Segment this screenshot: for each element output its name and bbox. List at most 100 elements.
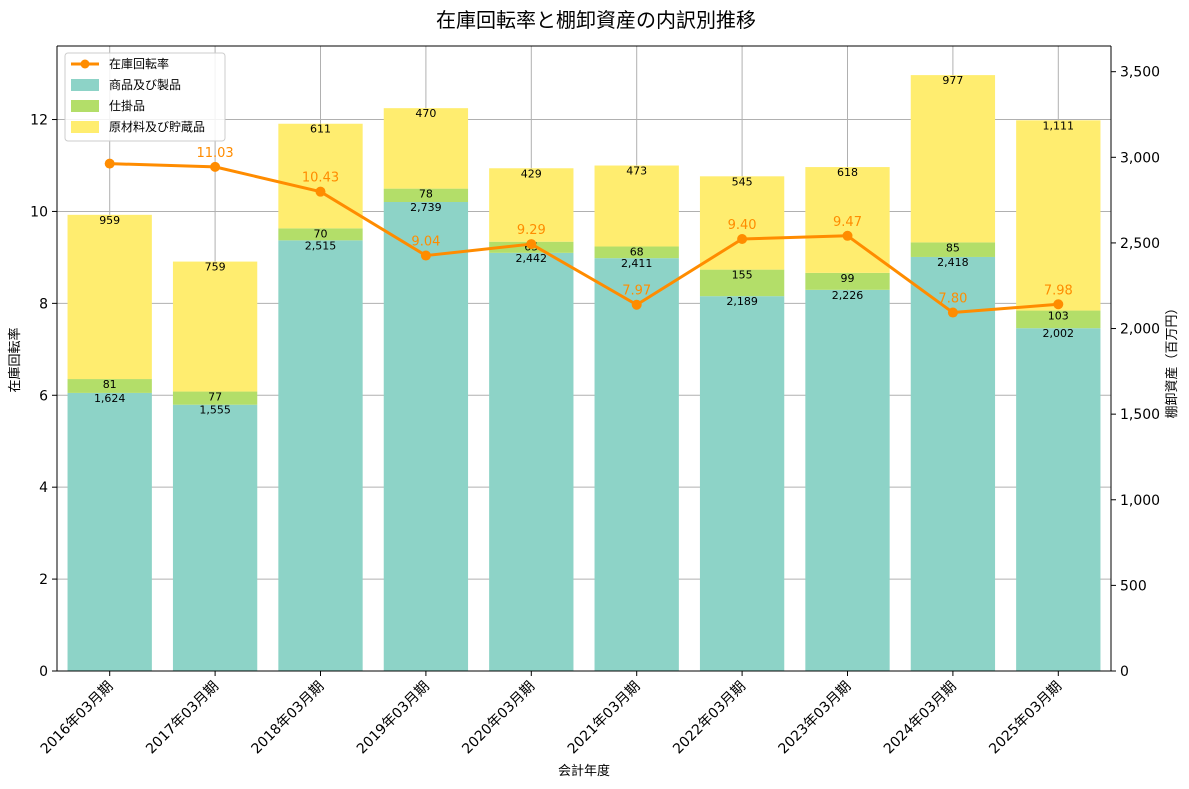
bar-segment xyxy=(594,258,679,671)
bar-segment xyxy=(910,242,996,257)
bar-segment xyxy=(383,201,469,671)
bar-value-label: 2,226 xyxy=(832,289,864,302)
bar-value-label: 2,189 xyxy=(726,295,758,308)
bar-value-label: 429 xyxy=(521,167,542,180)
bar-value-label: 77 xyxy=(208,391,222,404)
bar-segment xyxy=(699,176,785,270)
legend-swatch xyxy=(71,79,99,91)
left-axis-label: 在庫回転率 xyxy=(7,327,23,392)
bar-value-label: 1,555 xyxy=(199,404,231,417)
rate-point xyxy=(1053,299,1064,310)
bar-segment xyxy=(172,404,258,671)
right-tick-label: 0 xyxy=(1120,664,1129,680)
chart-title: 在庫回転率と棚卸資産の内訳別推移 xyxy=(436,8,756,32)
right-tick-label: 1,500 xyxy=(1120,407,1160,423)
legend-label: 在庫回転率 xyxy=(109,56,169,71)
legend-marker-swatch xyxy=(80,59,90,69)
legend-box xyxy=(64,52,226,142)
bar-layer xyxy=(67,75,1101,672)
bar-value-label: 2,442 xyxy=(516,252,548,265)
bar-segment xyxy=(910,75,996,243)
x-tick-label: 2019年03月期 xyxy=(354,679,433,758)
left-tick-label: 12 xyxy=(30,113,48,129)
rate-point xyxy=(526,239,537,250)
x-axis-label: 会計年度 xyxy=(558,763,610,779)
rate-point xyxy=(315,186,326,197)
right-tick-label: 2,500 xyxy=(1120,236,1160,252)
bar-value-label: 99 xyxy=(841,272,855,285)
x-tick-label: 2021年03月期 xyxy=(565,679,644,758)
bar-segment xyxy=(699,269,785,297)
bar-value-label: 977 xyxy=(942,74,963,87)
bar-value-label: 2,002 xyxy=(1043,327,1075,340)
bar-value-label: 2,739 xyxy=(410,201,442,214)
bar-value-label: 155 xyxy=(732,269,753,282)
bar-segment xyxy=(172,391,258,405)
bar-value-label: 759 xyxy=(205,261,226,274)
right-tick-label: 3,000 xyxy=(1120,150,1160,166)
x-tick-label: 2016年03月期 xyxy=(38,679,117,758)
bar-value-label: 611 xyxy=(310,123,331,136)
bar-segment xyxy=(805,289,890,671)
rate-point xyxy=(104,158,115,169)
rate-value-label: 7.97 xyxy=(622,284,651,299)
bar-segment xyxy=(278,240,363,672)
bar-segment xyxy=(383,108,469,189)
bar-label-layer: 1,624 1,555 2,515 2,739 2,442 2,411 2,189 2,226… xyxy=(94,74,1074,417)
bar-segment xyxy=(67,379,152,393)
x-tick-label: 2018年03月期 xyxy=(249,679,328,758)
left-tick-label: 6 xyxy=(39,388,48,404)
legend-label: 商品及び製品 xyxy=(109,77,181,92)
right-axis-label: 棚卸資産（百万円） xyxy=(1164,301,1180,418)
left-tick-label: 4 xyxy=(39,480,48,496)
line-layer: 11.03 10.43 9.04 9.29 7.97 9.40 9.47 7.80 7.98 xyxy=(104,146,1073,318)
bar-value-label: 2,515 xyxy=(305,239,337,252)
bar-segment xyxy=(1016,120,1101,311)
legend-label: 原材料及び貯蔵品 xyxy=(109,120,205,134)
rate-point xyxy=(420,250,431,261)
bar-value-label: 618 xyxy=(837,166,858,179)
rate-line xyxy=(109,162,1059,315)
bar-segment xyxy=(278,123,363,229)
right-tick-label: 2,000 xyxy=(1120,322,1160,338)
x-tick-label: 2022年03月期 xyxy=(670,679,749,758)
x-tick-label: 2017年03月期 xyxy=(143,679,222,758)
bar-segment xyxy=(594,165,679,247)
bar-value-label: 1,624 xyxy=(94,392,126,405)
legend-swatch xyxy=(71,121,99,133)
bar-segment xyxy=(805,272,890,290)
right-tick-label: 500 xyxy=(1120,578,1147,594)
bar-value-label: 959 xyxy=(99,214,120,227)
rate-value-label: 7.80 xyxy=(938,292,967,307)
bar-value-label: 473 xyxy=(626,165,647,178)
bar-value-label: 68 xyxy=(630,246,644,259)
bar-segment xyxy=(910,256,996,671)
bar-value-label: 545 xyxy=(732,175,753,188)
bar-segment xyxy=(383,188,469,202)
left-tick-label: 10 xyxy=(30,204,48,220)
rate-value-label: 9.04 xyxy=(411,235,440,250)
x-tick-label: 2024年03月期 xyxy=(881,679,960,758)
bar-segment xyxy=(172,261,258,392)
legend-label: 仕掛品 xyxy=(109,98,145,113)
bar-value-label: 85 xyxy=(946,241,960,254)
right-tick-label: 3,500 xyxy=(1120,65,1160,81)
bar-segment xyxy=(699,296,785,671)
bar-value-label: 103 xyxy=(1048,310,1069,323)
bar-value-label: 81 xyxy=(103,378,117,391)
bar-value-label: 78 xyxy=(419,188,433,201)
rate-value-label: 9.29 xyxy=(517,223,546,238)
rate-point xyxy=(210,161,221,172)
rate-value-label: 9.40 xyxy=(728,218,757,233)
rate-value-label: 9.47 xyxy=(833,215,862,230)
rate-point xyxy=(842,230,853,241)
rate-point xyxy=(631,299,642,310)
left-tick-label: 8 xyxy=(39,296,48,312)
bar-segment xyxy=(67,392,152,671)
bar-segment xyxy=(67,214,152,380)
bar-segment xyxy=(1016,310,1101,329)
bar-value-label: 70 xyxy=(314,227,328,240)
